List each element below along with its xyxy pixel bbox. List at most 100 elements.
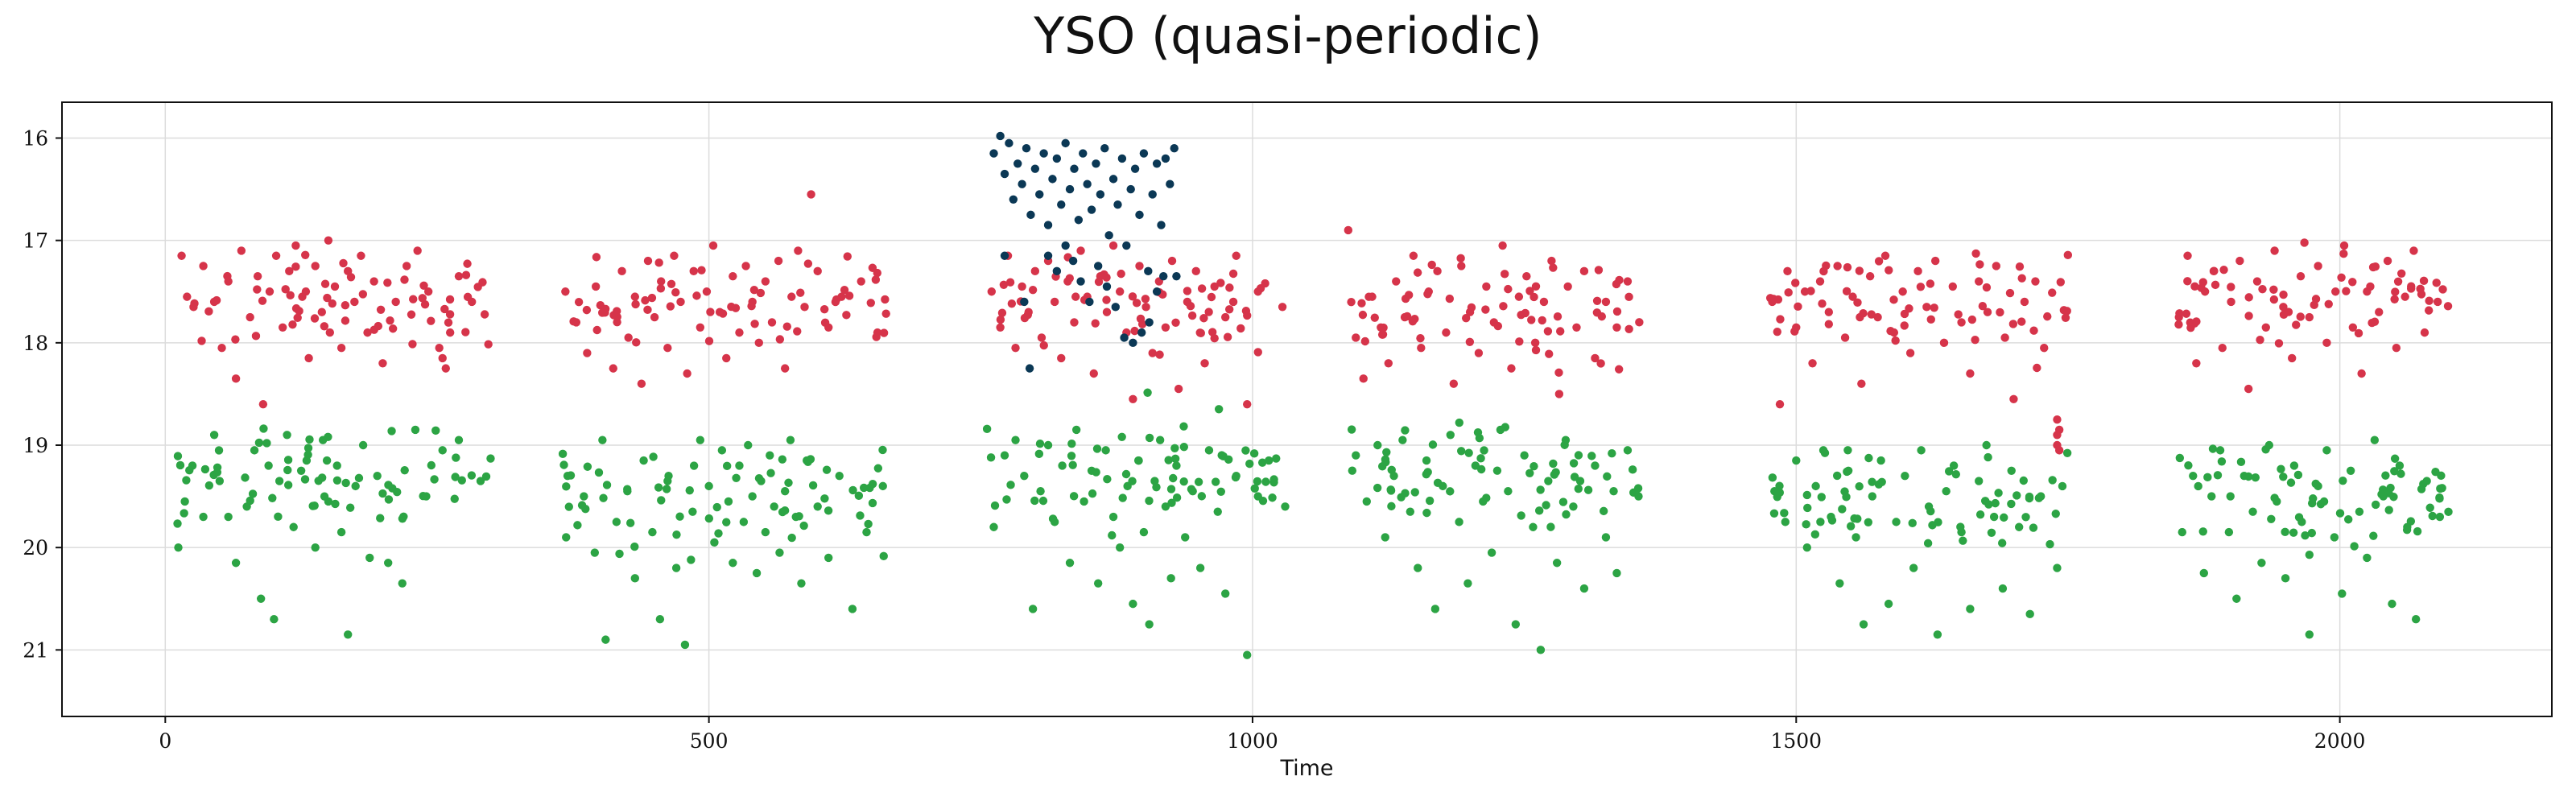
- data-point: [1043, 251, 1053, 260]
- data-point: [291, 303, 301, 313]
- data-point: [242, 502, 251, 511]
- data-point: [1978, 302, 1988, 311]
- data-point: [2371, 500, 2380, 510]
- data-point: [1531, 282, 1541, 291]
- data-point: [1422, 508, 1431, 518]
- data-point: [2307, 528, 2317, 538]
- data-point: [376, 514, 385, 522]
- data-point: [1579, 584, 1589, 593]
- data-point: [2020, 297, 2029, 307]
- data-point: [407, 310, 416, 319]
- data-point: [749, 285, 759, 295]
- data-point: [2392, 344, 2401, 353]
- data-point: [2273, 497, 2281, 506]
- data-point: [1179, 477, 1188, 486]
- data-point: [351, 481, 360, 491]
- data-point: [1102, 308, 1112, 316]
- data-point: [1377, 323, 1385, 332]
- x-tick-label: 2000: [2314, 729, 2366, 753]
- data-point: [2428, 511, 2437, 521]
- data-point: [1196, 328, 1205, 338]
- data-point: [2007, 499, 2016, 509]
- data-point: [1359, 374, 1368, 383]
- data-point: [476, 477, 485, 485]
- data-point: [2403, 522, 2412, 531]
- data-point: [231, 374, 241, 383]
- data-point: [400, 275, 409, 284]
- data-point: [1145, 496, 1154, 506]
- data-point: [302, 456, 312, 465]
- data-point: [314, 477, 323, 485]
- data-point: [2335, 509, 2345, 518]
- data-point: [2279, 290, 2288, 299]
- data-point: [592, 325, 601, 335]
- data-point: [996, 323, 1005, 332]
- data-point: [594, 468, 604, 477]
- data-point: [1221, 589, 1230, 598]
- data-point: [1141, 303, 1150, 312]
- data-point: [2270, 246, 2279, 255]
- data-point: [2235, 256, 2244, 266]
- data-point: [2395, 461, 2405, 470]
- data-point: [2363, 553, 2372, 563]
- data-point: [1471, 461, 1480, 470]
- data-point: [729, 559, 737, 568]
- data-point: [300, 475, 310, 484]
- data-point: [1504, 487, 1513, 496]
- data-point: [1909, 564, 1918, 572]
- data-point: [451, 473, 460, 481]
- data-point: [2393, 277, 2403, 286]
- data-point: [748, 297, 757, 307]
- data-point: [283, 456, 293, 464]
- data-point: [1061, 241, 1070, 250]
- data-point: [1624, 324, 1633, 333]
- data-point: [1344, 225, 1353, 235]
- data-point: [2424, 306, 2434, 315]
- data-point: [613, 317, 621, 327]
- data-point: [2031, 277, 2040, 286]
- data-point: [1000, 451, 1009, 460]
- data-point: [632, 338, 641, 347]
- data-point: [2217, 457, 2227, 466]
- data-point: [1000, 169, 1009, 179]
- data-point: [1347, 297, 1356, 307]
- data-point: [1473, 427, 1483, 437]
- data-point: [780, 506, 790, 515]
- data-point: [2215, 446, 2225, 455]
- data-point: [1092, 444, 1102, 453]
- data-point: [2000, 333, 2009, 342]
- data-point: [2061, 313, 2070, 323]
- data-point: [180, 497, 189, 506]
- data-point: [1102, 282, 1112, 291]
- data-point: [822, 465, 832, 474]
- data-point: [2244, 384, 2253, 394]
- data-point: [697, 266, 706, 275]
- data-point: [1496, 425, 1505, 435]
- data-point: [2311, 295, 2321, 303]
- data-point: [2435, 512, 2445, 522]
- data-point: [2386, 483, 2395, 493]
- data-point: [1035, 190, 1044, 199]
- data-point: [784, 478, 793, 487]
- data-point: [1482, 282, 1491, 291]
- data-point: [1174, 384, 1183, 394]
- data-point: [1166, 180, 1174, 188]
- data-point: [1117, 432, 1126, 441]
- data-point: [310, 501, 319, 510]
- data-point: [1530, 462, 1538, 471]
- data-point: [1612, 323, 1621, 332]
- data-point: [1529, 522, 1538, 531]
- data-point: [878, 445, 887, 455]
- data-point: [706, 308, 715, 316]
- data-point: [1063, 277, 1072, 286]
- data-point: [667, 279, 676, 288]
- data-point: [843, 252, 852, 261]
- data-point: [1889, 295, 1898, 304]
- x-tick-label: 1000: [1227, 729, 1278, 753]
- data-point: [1000, 251, 1009, 260]
- data-point: [2240, 471, 2248, 481]
- data-point: [2007, 466, 2016, 475]
- data-point: [457, 476, 466, 485]
- data-point: [2019, 476, 2029, 485]
- data-point: [2251, 473, 2260, 482]
